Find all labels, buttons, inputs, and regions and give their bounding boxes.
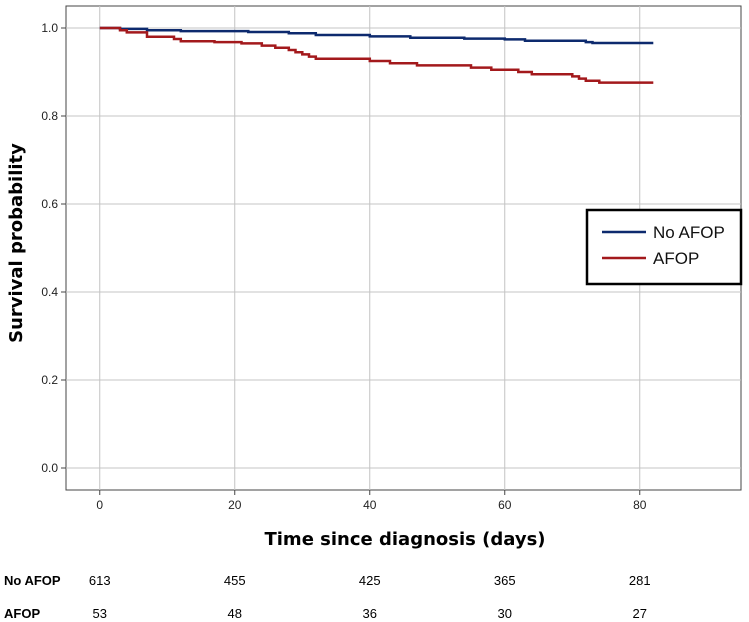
x-tick-label-80: 80 [633, 498, 647, 512]
risk-value-no-afop-60: 365 [494, 573, 516, 588]
legend-label-afop: AFOP [653, 249, 699, 268]
risk-value-afop-20: 48 [228, 606, 242, 621]
x-axis-title: Time since diagnosis (days) [264, 529, 545, 550]
y-tick-label-3: 0.6 [41, 197, 58, 211]
survival-curves [99, 26, 654, 84]
axis-ticks: 0 20 40 60 80 0.0 0.2 0.4 0.6 0.8 1.0 [41, 21, 646, 512]
risk-value-no-afop-80: 281 [629, 573, 651, 588]
legend: No AFOP AFOP [585, 208, 743, 286]
legend-label-no-afop: No AFOP [653, 223, 725, 242]
y-tick-label-5: 1.0 [41, 21, 58, 35]
risk-row-label-afop: AFOP [4, 606, 40, 621]
y-axis-title: Survival probability [6, 143, 27, 343]
survival-curve-no-afop [99, 26, 654, 45]
y-tick-label-4: 0.8 [41, 109, 58, 123]
grid-lines [66, 6, 741, 490]
survival-curve-afop [99, 26, 654, 84]
y-tick-label-1: 0.2 [41, 373, 58, 387]
risk-value-afop-0: 53 [93, 606, 107, 621]
x-tick-label-40: 40 [363, 498, 377, 512]
y-tick-label-0: 0.0 [41, 461, 58, 475]
risk-value-no-afop-20: 455 [224, 573, 246, 588]
x-tick-label-60: 60 [498, 498, 512, 512]
x-tick-label-20: 20 [228, 498, 242, 512]
risk-values: 613 455 425 365 281 53 48 36 30 27 [89, 573, 651, 621]
risk-value-afop-40: 36 [363, 606, 377, 621]
x-tick-label-0: 0 [96, 498, 103, 512]
risk-value-no-afop-0: 613 [89, 573, 111, 588]
risk-value-no-afop-40: 425 [359, 573, 381, 588]
legend-box [585, 208, 743, 286]
risk-table: No AFOP AFOP 613 455 425 365 281 53 48 36 30 27 [4, 573, 651, 621]
risk-value-afop-60: 30 [498, 606, 512, 621]
y-tick-label-2: 0.4 [41, 285, 58, 299]
risk-value-afop-80: 27 [633, 606, 647, 621]
risk-row-label-no-afop: No AFOP [4, 573, 61, 588]
